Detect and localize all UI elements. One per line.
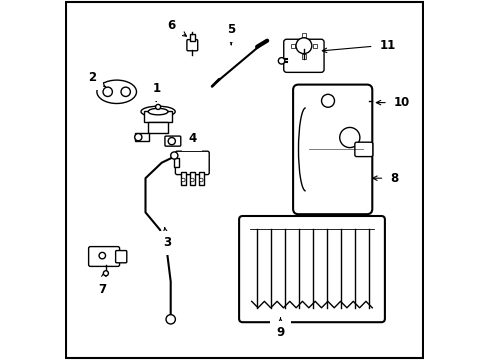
Ellipse shape [141,106,175,117]
FancyBboxPatch shape [186,40,197,51]
Text: 2: 2 [88,71,105,86]
FancyBboxPatch shape [283,39,324,72]
Ellipse shape [97,80,136,104]
Text: 11: 11 [322,39,395,53]
Bar [180,172,185,185]
Bar [301,54,305,59]
Circle shape [199,178,203,182]
Circle shape [278,58,284,64]
Circle shape [321,94,334,107]
Text: 8: 8 [372,172,398,185]
Ellipse shape [148,108,168,115]
Text: 3: 3 [163,228,171,249]
FancyBboxPatch shape [164,136,181,146]
Bar [173,158,178,167]
Circle shape [339,127,359,148]
Bar [134,133,149,141]
Bar [148,122,168,133]
Circle shape [134,134,142,141]
Circle shape [99,252,105,259]
Text: 5: 5 [226,23,235,45]
Circle shape [181,178,185,182]
Circle shape [166,315,175,324]
FancyBboxPatch shape [322,93,358,109]
Text: 10: 10 [376,96,409,109]
FancyBboxPatch shape [115,251,126,263]
FancyBboxPatch shape [175,151,209,175]
Circle shape [168,138,175,145]
FancyBboxPatch shape [292,85,371,214]
Bar [290,44,295,48]
Circle shape [295,38,311,54]
Bar [144,111,171,122]
Text: 1: 1 [152,82,160,102]
Circle shape [190,178,194,182]
Text: 6: 6 [167,19,186,36]
FancyBboxPatch shape [88,247,120,266]
Bar [189,34,194,41]
Text: 9: 9 [276,318,284,339]
Bar [189,172,195,185]
FancyBboxPatch shape [354,142,372,157]
Circle shape [103,271,108,276]
FancyBboxPatch shape [239,216,384,322]
Circle shape [170,152,178,159]
Circle shape [155,104,160,109]
Circle shape [121,87,130,96]
Text: 7: 7 [98,272,106,296]
Text: 4: 4 [188,132,196,145]
Bar [198,172,203,185]
FancyBboxPatch shape [353,95,371,106]
Bar [301,33,305,37]
Circle shape [103,87,112,96]
Bar [312,44,316,48]
